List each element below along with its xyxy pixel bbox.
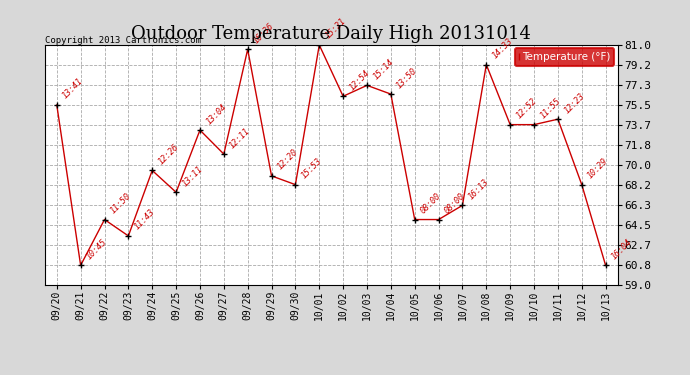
Text: 15:14: 15:14 — [371, 57, 395, 81]
Text: 12:23: 12:23 — [562, 91, 586, 115]
Text: 13:41: 13:41 — [61, 77, 85, 101]
Text: 13:50: 13:50 — [395, 66, 419, 90]
Text: 12:20: 12:20 — [276, 148, 299, 172]
Text: 13:11: 13:11 — [180, 164, 204, 188]
Text: 16:13: 16:13 — [466, 177, 491, 201]
Text: 08:00: 08:00 — [419, 191, 443, 215]
Text: 12:26: 12:26 — [157, 142, 181, 166]
Text: 13:04: 13:04 — [204, 102, 228, 126]
Text: 12:11: 12:11 — [228, 126, 252, 150]
Text: 12:54: 12:54 — [347, 68, 371, 92]
Text: 15:21: 15:21 — [324, 17, 348, 41]
Legend: Temperature (°F): Temperature (°F) — [515, 48, 614, 66]
Text: 11:55: 11:55 — [538, 96, 562, 120]
Text: 15:53: 15:53 — [299, 156, 324, 180]
Text: 12:52: 12:52 — [514, 96, 538, 120]
Text: 10:29: 10:29 — [586, 156, 610, 180]
Text: 11:43: 11:43 — [132, 208, 157, 232]
Text: 16:04: 16:04 — [610, 237, 634, 261]
Text: 16:36: 16:36 — [252, 21, 276, 45]
Title: Outdoor Temperature Daily High 20131014: Outdoor Temperature Daily High 20131014 — [131, 26, 531, 44]
Text: Copyright 2013 Cartronics.com: Copyright 2013 Cartronics.com — [45, 36, 201, 45]
Text: 08:00: 08:00 — [443, 191, 467, 215]
Text: 11:50: 11:50 — [108, 191, 132, 215]
Text: 14:33: 14:33 — [491, 36, 515, 60]
Text: 10:45: 10:45 — [85, 237, 109, 261]
